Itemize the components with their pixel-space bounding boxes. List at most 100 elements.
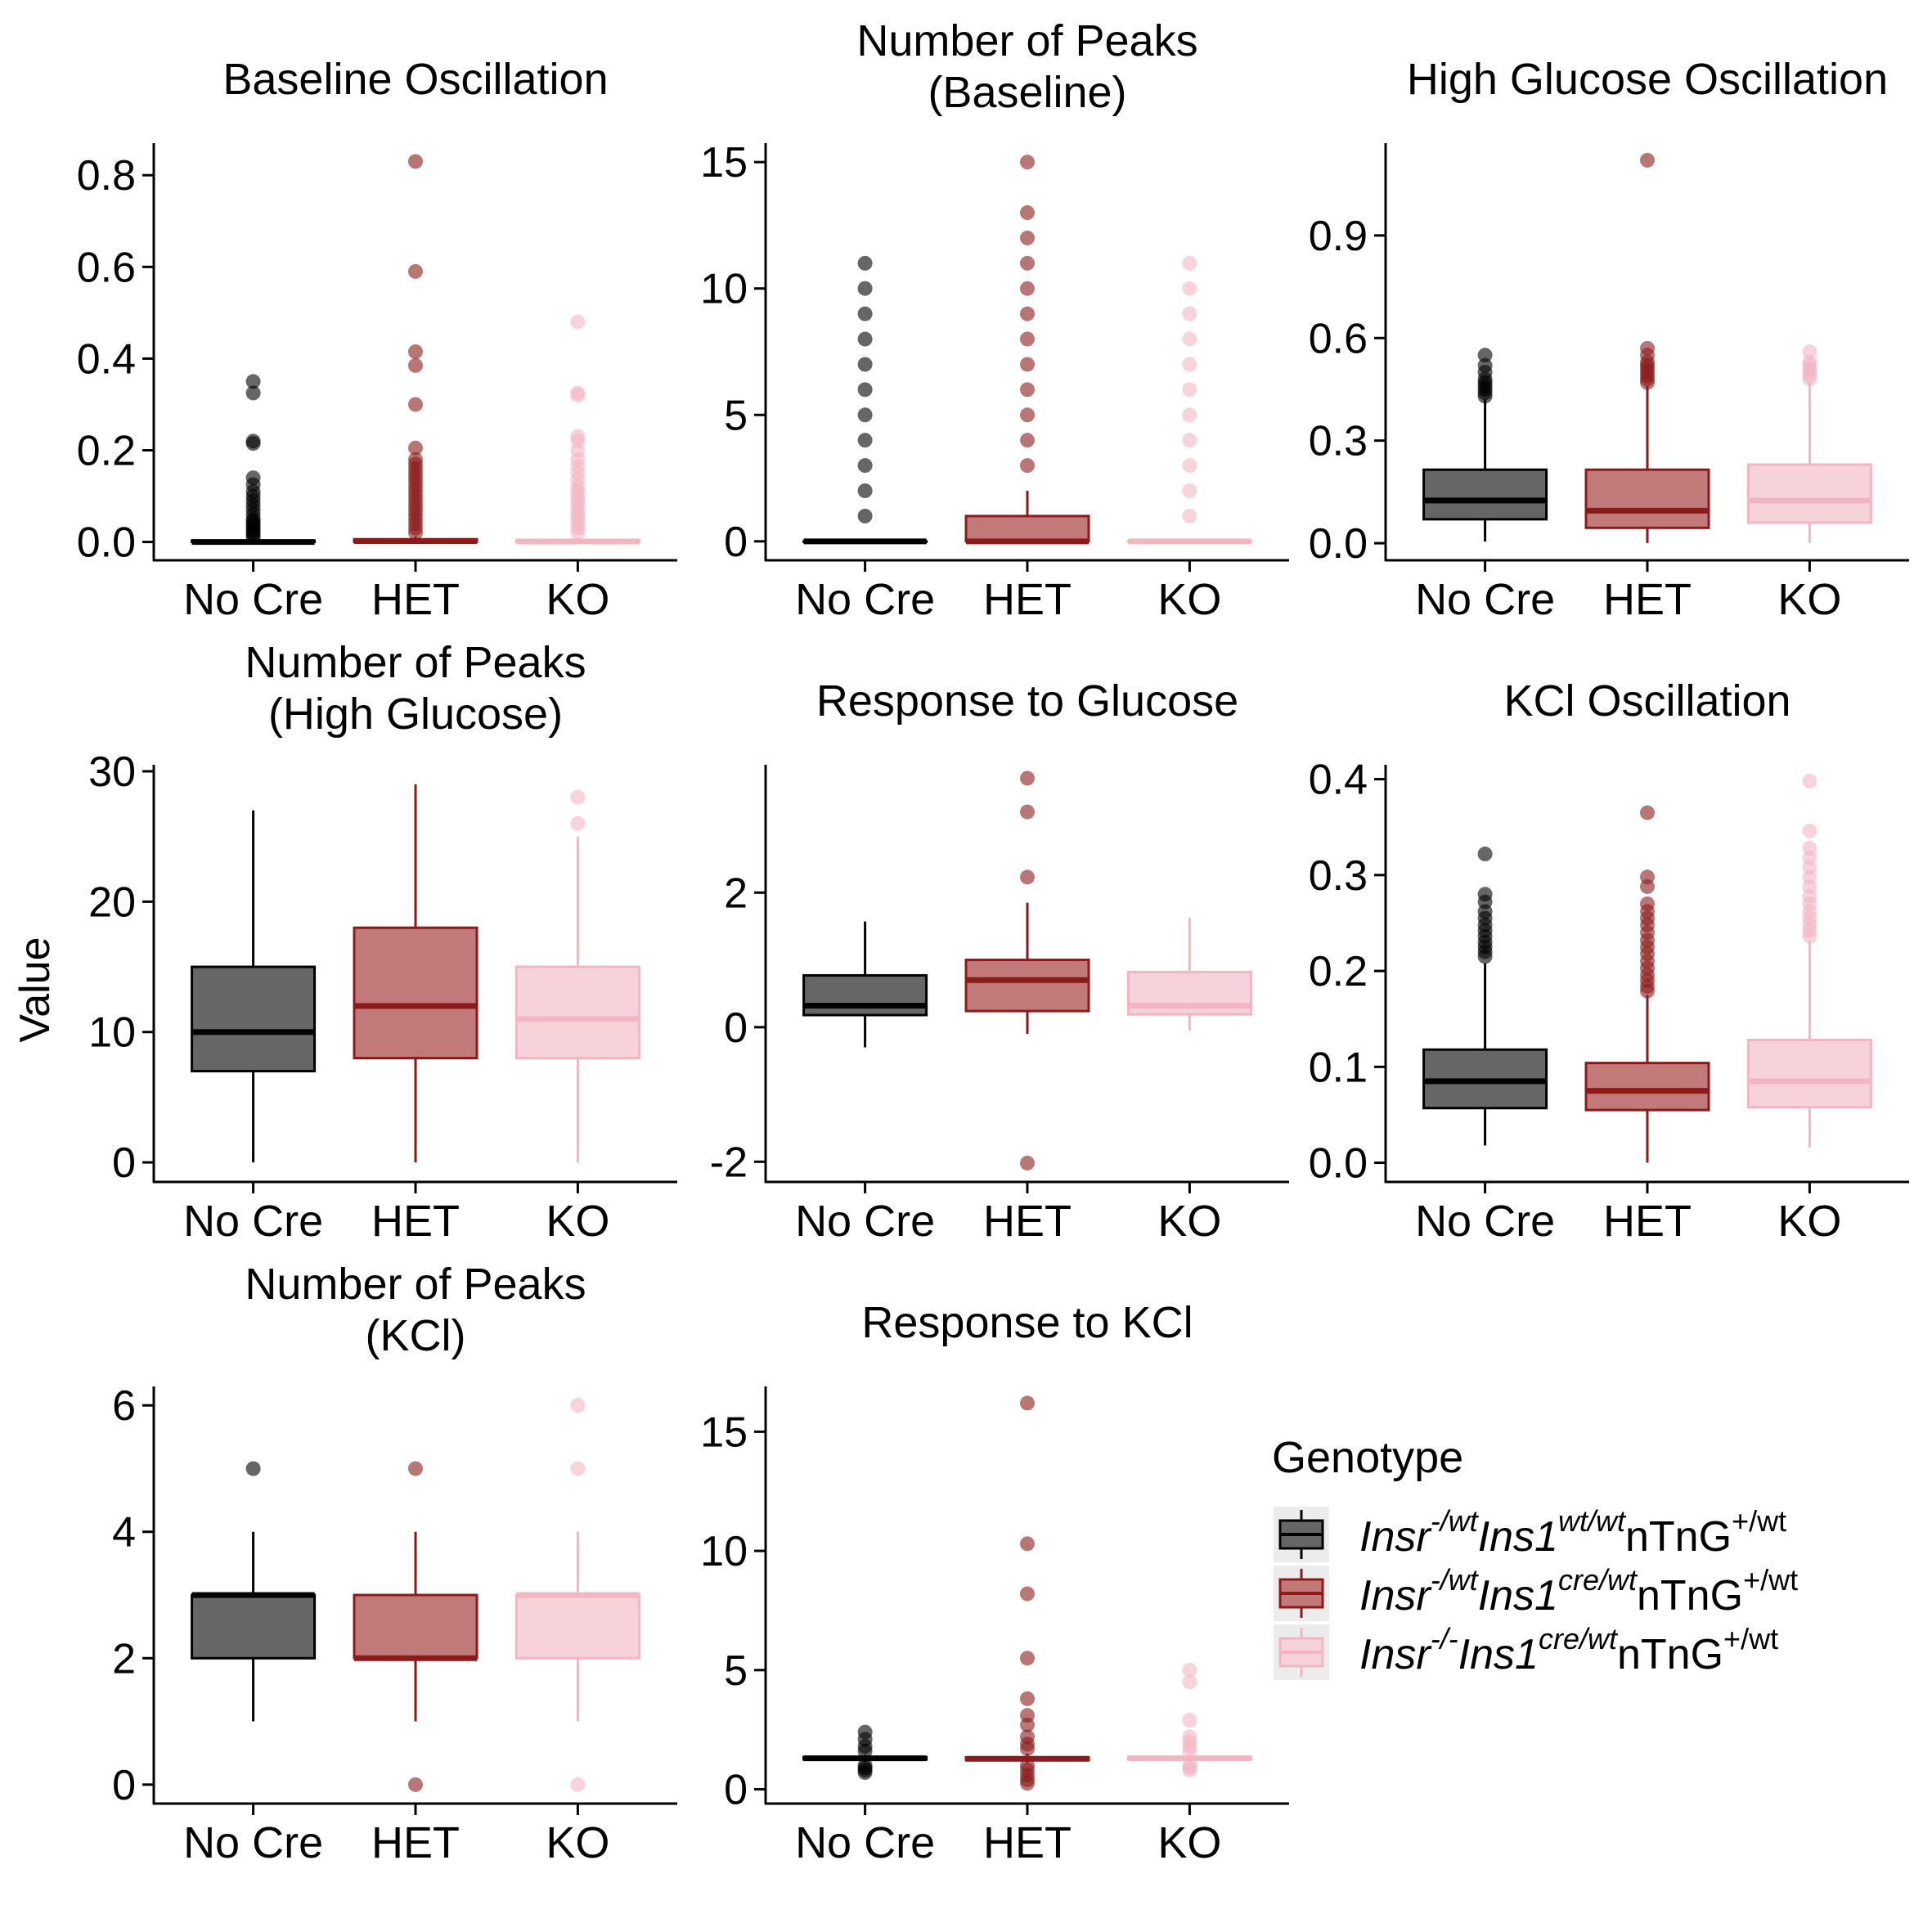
outlier-point	[408, 154, 423, 169]
boxplot-het	[353, 784, 479, 1163]
x-tick-label: KO	[1777, 1197, 1841, 1246]
chart-panels: Baseline Oscillation 0.0 0.2 0.4 0.6 0.8 No Cr…	[77, 16, 1909, 1867]
outlier-point	[1640, 375, 1655, 390]
panel-title: Number of Peaks	[856, 16, 1197, 65]
legend-title: Genotype	[1272, 1433, 1463, 1482]
outlier-point	[1020, 1536, 1035, 1552]
outlier-point	[1640, 878, 1655, 894]
outlier-point	[570, 1398, 586, 1413]
outlier-point	[1020, 281, 1035, 296]
x-tick-label: No Cre	[183, 575, 323, 624]
outlier-point	[857, 382, 873, 398]
outlier-point	[1020, 458, 1035, 474]
outlier-point	[570, 388, 586, 403]
y-tick-label: 2	[112, 1635, 136, 1683]
legend-label: Insr-/wtIns1cre/wtnTnG+/wt	[1359, 1563, 1798, 1620]
y-tick-label: 0	[112, 1762, 136, 1809]
outlier-point	[408, 357, 423, 373]
legend: Genotype Insr-/wtIns1wt/wtnTnG+/wtInsr-/w…	[1272, 1433, 1798, 1680]
boxplot-ko	[1746, 773, 1872, 1148]
chart-panel: Response to Glucose -2 0 2 No Cre HET KO	[710, 676, 1289, 1246]
outlier-point	[570, 525, 586, 541]
y-tick-label: 0	[112, 1139, 136, 1187]
outlier-point	[1020, 1395, 1035, 1411]
y-tick-label: 0	[724, 1004, 748, 1052]
box-iqr	[353, 1593, 479, 1660]
boxplot-het	[1584, 805, 1710, 1163]
boxplot-het	[353, 154, 479, 544]
outlier-point	[1020, 1651, 1035, 1666]
y-tick-label: 4	[112, 1509, 136, 1557]
x-tick-label: HET	[983, 575, 1072, 624]
outlier-point	[1182, 483, 1197, 498]
outlier-point	[570, 1777, 586, 1792]
outlier-point	[1802, 344, 1817, 359]
y-tick-label: 2	[724, 869, 748, 917]
boxplot-ko	[514, 1398, 640, 1792]
outlier-point	[1020, 1776, 1035, 1791]
outlier-point	[1802, 928, 1817, 944]
boxplot-ko	[514, 314, 640, 545]
x-tick-label: HET	[371, 1818, 460, 1867]
x-tick-label: No Cre	[795, 1818, 935, 1867]
boxplot-no_cre	[191, 1461, 317, 1722]
legend-label: Insr-/wtIns1wt/wtnTnG+/wt	[1359, 1504, 1786, 1561]
outlier-point	[570, 815, 586, 831]
outlier-point	[1182, 458, 1197, 474]
x-tick-label: KO	[1157, 1197, 1221, 1246]
outlier-point	[1020, 382, 1035, 398]
box-iqr	[1746, 1038, 1872, 1109]
legend-key-ko	[1274, 1624, 1329, 1680]
boxplot-no_cre	[802, 255, 928, 545]
outlier-point	[857, 483, 873, 498]
chart-panel: Number of Peaks(Baseline) 0 5 10 15 No Cre HET…	[700, 16, 1289, 624]
outlier-point	[1182, 255, 1197, 271]
outlier-point	[857, 331, 873, 347]
outlier-point	[245, 385, 261, 401]
x-tick-label: No Cre	[183, 1818, 323, 1867]
y-tick-label: 0.0	[77, 519, 136, 567]
x-tick-label: HET	[983, 1197, 1072, 1246]
box-iqr	[964, 514, 1090, 543]
y-tick-label: 0.8	[77, 152, 136, 200]
panel-title: Baseline Oscillation	[222, 55, 608, 104]
outlier-point	[1182, 407, 1197, 423]
outlier-point	[857, 458, 873, 474]
chart-panel: KCl Oscillation 0.0 0.1 0.2 0.3 0.4 No Cre HET K…	[1309, 676, 1909, 1246]
outlier-point	[1182, 281, 1197, 296]
outlier-point	[570, 1461, 586, 1476]
panel-title: (KCl)	[366, 1311, 466, 1360]
y-tick-label: 0.6	[1309, 315, 1368, 362]
outlier-point	[1182, 1763, 1197, 1778]
panel-title: Response to Glucose	[816, 676, 1238, 726]
y-tick-label: 30	[88, 748, 136, 796]
y-tick-label: 15	[700, 1409, 748, 1456]
y-tick-label: 0.2	[77, 427, 136, 474]
legend-label: Insr-/-Ins1cre/wtnTnG+/wt	[1359, 1622, 1778, 1678]
y-tick-label: 0	[724, 1767, 748, 1814]
outlier-point	[1182, 306, 1197, 321]
boxplot-ko	[1126, 918, 1252, 1031]
y-tick-label: 0.6	[77, 244, 136, 291]
x-tick-label: HET	[1603, 1197, 1692, 1246]
y-tick-label: 0.4	[77, 335, 136, 383]
box-iqr	[802, 973, 928, 1017]
x-tick-label: KO	[1157, 575, 1221, 624]
outlier-point	[1477, 949, 1493, 964]
chart-panel: Response to KCl 0 5 10 15 No Cre HET KO	[700, 1298, 1289, 1867]
outlier-point	[1020, 1717, 1035, 1732]
outlier-point	[408, 440, 423, 456]
outlier-point	[570, 789, 586, 805]
outlier-point	[1020, 155, 1035, 170]
x-tick-label: HET	[371, 1197, 460, 1246]
outlier-point	[1640, 983, 1655, 999]
panel-title: Response to KCl	[861, 1298, 1193, 1347]
y-tick-label: 5	[724, 392, 748, 439]
x-tick-label: HET	[983, 1818, 1072, 1867]
panel-title: Number of Peaks	[245, 1260, 586, 1309]
outlier-point	[245, 436, 261, 452]
box-iqr	[1584, 1062, 1710, 1112]
y-tick-label: 0.1	[1309, 1044, 1368, 1091]
outlier-point	[1182, 508, 1197, 523]
y-tick-label: 0.3	[1309, 418, 1368, 465]
